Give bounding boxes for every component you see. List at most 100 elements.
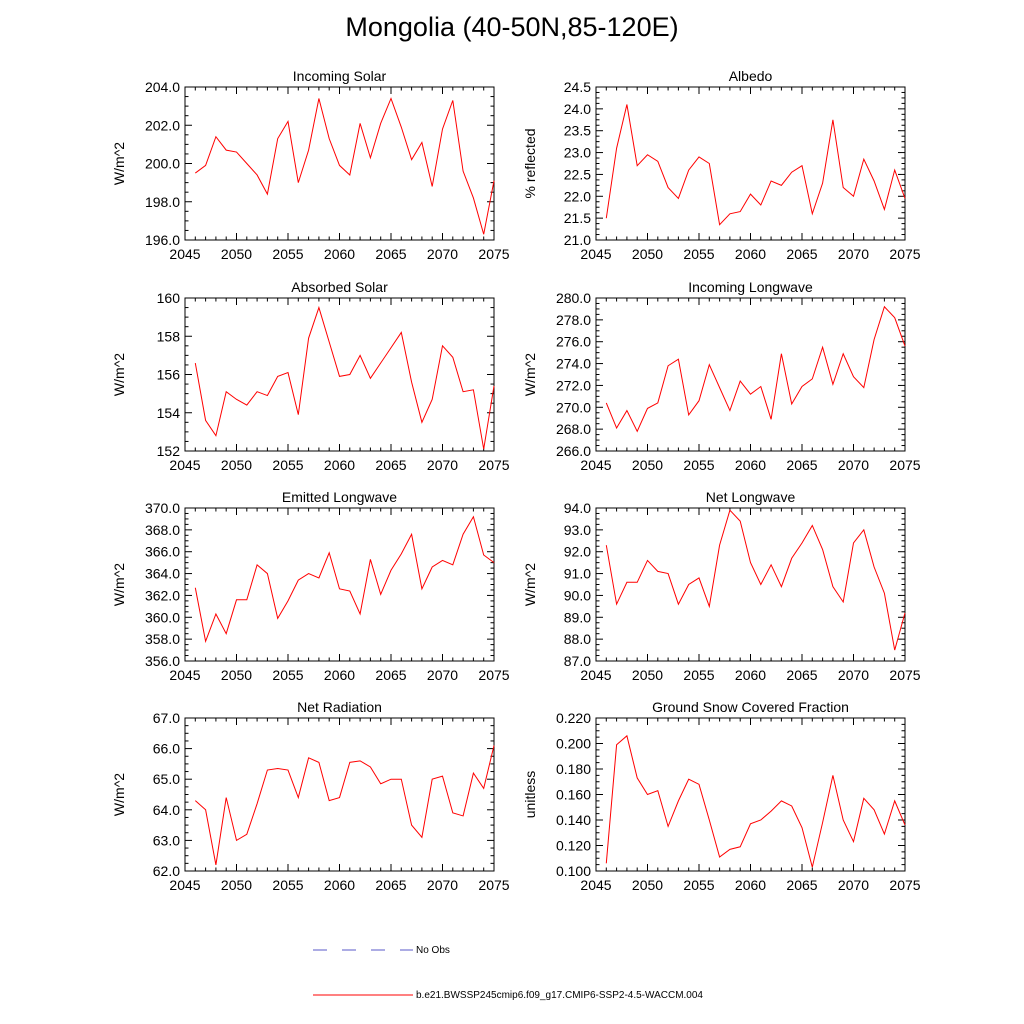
x-tick-label: 2055 — [683, 667, 714, 683]
y-tick-label: 154 — [157, 405, 181, 421]
y-tick-label: 63.0 — [153, 832, 180, 848]
y-tick-label: 158 — [157, 328, 181, 344]
y-tick-label: 362.0 — [145, 587, 180, 603]
x-tick-label: 2070 — [838, 457, 869, 473]
y-tick-label: 64.0 — [153, 802, 180, 818]
y-axis-label: W/m^2 — [111, 773, 127, 816]
y-tick-label: 198.0 — [145, 194, 180, 210]
plot-frame — [595, 507, 906, 662]
y-tick-label: 364.0 — [145, 566, 180, 582]
panel-title: Ground Snow Covered Fraction — [652, 699, 849, 715]
x-tick-label: 2055 — [683, 457, 714, 473]
y-tick-label: 276.0 — [556, 334, 591, 350]
x-tick-label: 2075 — [889, 457, 920, 473]
series-line — [195, 97, 495, 235]
panel-title: Incoming Longwave — [688, 279, 813, 295]
x-tick-label: 2065 — [375, 667, 406, 683]
x-tick-label: 2060 — [324, 667, 355, 683]
y-axis-label: W/m^2 — [111, 563, 127, 606]
y-tick-label: 152 — [157, 443, 181, 459]
x-tick-label: 2055 — [272, 667, 303, 683]
series-line — [194, 305, 495, 450]
y-tick-label: 366.0 — [145, 544, 180, 560]
y-axis-label: W/m^2 — [111, 353, 127, 396]
x-tick-label: 2065 — [786, 877, 817, 893]
y-tick-label: 0.180 — [556, 761, 591, 777]
x-tick-label: 2060 — [735, 246, 766, 262]
y-tick-label: 21.5 — [564, 210, 591, 226]
x-tick-label: 2045 — [169, 457, 200, 473]
y-tick-label: 272.0 — [556, 377, 591, 393]
x-tick-label: 2060 — [735, 667, 766, 683]
x-tick-label: 2050 — [221, 457, 252, 473]
y-tick-label: 356.0 — [145, 653, 180, 669]
x-tick-label: 2075 — [478, 667, 509, 683]
y-tick-label: 93.0 — [564, 522, 591, 538]
x-tick-label: 2055 — [272, 246, 303, 262]
x-tick-label: 2070 — [838, 246, 869, 262]
plot-frame — [595, 717, 906, 872]
legend: No Obs b.e21.BWSSP245cmip6.f09_g17.CMIP6… — [313, 945, 703, 1001]
panel-title: Emitted Longwave — [282, 489, 397, 505]
plot-frame — [595, 86, 906, 241]
y-tick-label: 89.0 — [564, 609, 591, 625]
chart-panel: Emitted Longwave W/m^2 2045 2050 2055 2060 206… — [111, 489, 510, 683]
y-tick-label: 22.5 — [564, 166, 591, 182]
x-tick-label: 2075 — [889, 667, 920, 683]
x-tick-label: 2065 — [375, 246, 406, 262]
plot-frame — [595, 297, 906, 452]
y-tick-label: 0.120 — [556, 838, 591, 854]
panel-title: Incoming Solar — [293, 68, 387, 84]
figure-title: Mongolia (40-50N,85-120E) — [345, 12, 679, 42]
x-tick-label: 2060 — [735, 457, 766, 473]
plot-frame — [184, 297, 495, 452]
y-tick-label: 91.0 — [564, 566, 591, 582]
x-tick-label: 2045 — [580, 877, 611, 893]
y-tick-label: 358.0 — [145, 631, 180, 647]
chart-panel: Albedo % reflected 2045 2050 2055 2060 2065 207… — [522, 68, 921, 262]
y-axis-label: W/m^2 — [522, 353, 538, 396]
y-tick-label: 22.0 — [564, 188, 591, 204]
x-tick-label: 2070 — [427, 877, 458, 893]
x-tick-label: 2055 — [272, 457, 303, 473]
plot-frame — [184, 86, 495, 241]
y-tick-label: 23.5 — [564, 123, 591, 139]
x-tick-label: 2060 — [324, 877, 355, 893]
x-tick-label: 2065 — [375, 877, 406, 893]
x-tick-label: 2045 — [580, 246, 611, 262]
x-tick-label: 2070 — [427, 667, 458, 683]
series-line — [194, 515, 495, 644]
series-line — [194, 745, 495, 865]
y-tick-label: 23.0 — [564, 145, 591, 161]
y-tick-label: 62.0 — [153, 863, 180, 879]
x-tick-label: 2055 — [272, 877, 303, 893]
x-tick-label: 2060 — [324, 246, 355, 262]
x-tick-label: 2070 — [427, 457, 458, 473]
x-tick-label: 2060 — [324, 457, 355, 473]
y-tick-label: 204.0 — [145, 79, 180, 95]
x-tick-label: 2070 — [427, 246, 458, 262]
x-tick-label: 2045 — [580, 667, 611, 683]
series-line — [605, 734, 906, 868]
y-tick-label: 202.0 — [145, 117, 180, 133]
y-tick-label: 90.0 — [564, 587, 591, 603]
x-tick-label: 2045 — [169, 246, 200, 262]
x-tick-label: 2050 — [632, 246, 663, 262]
y-tick-label: 65.0 — [153, 771, 180, 787]
y-tick-label: 160 — [157, 290, 181, 306]
x-tick-label: 2065 — [375, 457, 406, 473]
chart-panel: Incoming Solar W/m^2 2045 2050 2055 2060 2065 2… — [111, 68, 510, 262]
y-tick-label: 24.0 — [564, 101, 591, 117]
x-tick-label: 2065 — [786, 246, 817, 262]
y-axis-label: unitless — [522, 771, 538, 818]
y-axis-label: % reflected — [522, 128, 538, 198]
y-tick-label: 87.0 — [564, 653, 591, 669]
x-tick-label: 2050 — [632, 667, 663, 683]
x-tick-label: 2045 — [580, 457, 611, 473]
x-tick-label: 2075 — [478, 246, 509, 262]
y-tick-label: 360.0 — [145, 609, 180, 625]
y-tick-label: 0.100 — [556, 863, 591, 879]
y-tick-label: 0.140 — [556, 812, 591, 828]
x-tick-label: 2075 — [889, 246, 920, 262]
